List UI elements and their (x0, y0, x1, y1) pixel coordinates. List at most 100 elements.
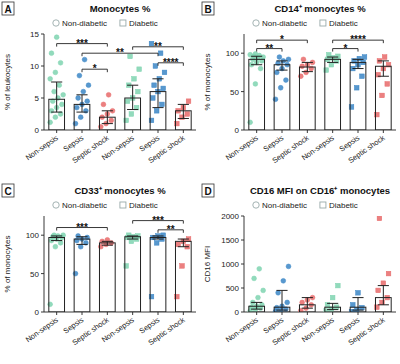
point (154, 109, 159, 114)
point (301, 57, 306, 62)
error-bar (378, 286, 389, 305)
y-axis-label: % of monocytes (203, 54, 212, 111)
x-tick-label: Septic shock (346, 315, 386, 347)
x-tick (107, 312, 108, 315)
point (278, 85, 283, 90)
point (57, 83, 62, 88)
x-tick (132, 130, 133, 133)
point (284, 78, 289, 83)
x-tick-label: Septic shock (146, 133, 186, 165)
point (281, 278, 286, 283)
error-bar (102, 111, 113, 124)
significance-label: * (343, 43, 347, 54)
panel: AMonocytes %Non-diabeticDiabetic051015% … (2, 2, 196, 165)
error-bar (302, 62, 313, 71)
legend-label: Non-diabetic (262, 19, 307, 28)
panel-label-box (202, 2, 214, 15)
point (377, 216, 382, 221)
y-tick-label: 1500 (221, 236, 239, 245)
bar (350, 62, 366, 130)
point (53, 244, 58, 249)
point (185, 112, 190, 117)
panel-label: A (4, 4, 11, 15)
x-tick-label: Non-sepsis (100, 133, 136, 162)
point (354, 85, 359, 90)
point (136, 89, 141, 94)
panel: CCD33⁺ monocytes %Non-diabeticDiabetic05… (2, 184, 196, 347)
error-bar (76, 95, 87, 112)
x-tick-label: Non-sepsis (224, 315, 260, 344)
point (257, 266, 262, 271)
point (253, 52, 258, 57)
x-tick-label: Non-sepsis (300, 133, 336, 162)
significance-label: *** (76, 222, 88, 233)
y-axis-label: CD16 MFI (203, 246, 212, 282)
x-tick (358, 312, 359, 315)
y-tick (41, 130, 44, 131)
point (161, 86, 166, 91)
point (330, 295, 335, 300)
point (356, 291, 361, 296)
y-tick (241, 264, 244, 265)
point (381, 281, 386, 286)
point (82, 57, 87, 62)
x-axis (244, 312, 396, 313)
point (256, 295, 261, 300)
significance-label: **** (163, 57, 179, 68)
error-bar (127, 236, 138, 239)
x-tick (358, 130, 359, 133)
point (81, 89, 86, 94)
significance-label: * (93, 63, 97, 74)
legend-label: Non-diabetic (262, 201, 307, 210)
x-tick-label: Septic shock (146, 315, 186, 347)
x-axis (44, 130, 196, 131)
point (132, 77, 137, 82)
legend-marker (120, 20, 126, 26)
significance-label: ** (154, 41, 162, 52)
point (386, 271, 391, 276)
x-tick (332, 312, 333, 315)
error-bar (152, 79, 163, 108)
point (58, 60, 63, 65)
point (351, 303, 356, 308)
y-tick-label: 0 (35, 308, 40, 317)
legend-label: Diabetic (129, 19, 158, 28)
point (253, 82, 258, 87)
y-tick (241, 130, 244, 131)
error-bar (251, 56, 262, 64)
x-tick (158, 312, 159, 315)
x-tick (82, 312, 83, 315)
point (300, 64, 305, 69)
y-tick-label: 2000 (221, 212, 239, 221)
point (336, 54, 341, 59)
significance-label: ** (265, 43, 273, 54)
point (48, 76, 53, 81)
x-axis (44, 312, 196, 313)
point (151, 96, 156, 101)
error-bar (102, 241, 113, 245)
point (76, 234, 81, 239)
legend-marker (253, 202, 259, 208)
point (180, 264, 185, 269)
bar (299, 67, 315, 130)
bar (249, 59, 265, 130)
point (277, 55, 282, 60)
point (49, 51, 54, 56)
significance-label: ** (167, 224, 175, 235)
bar (150, 238, 166, 312)
legend-marker (120, 202, 126, 208)
x-tick (56, 130, 57, 133)
point (336, 283, 341, 288)
x-tick-label: Non-sepsis (300, 315, 336, 344)
y-tick-label: 1000 (221, 260, 239, 269)
error-bar (51, 236, 62, 241)
point (285, 300, 290, 305)
y-tick (241, 216, 244, 217)
significance-label: * (280, 34, 284, 45)
y-tick (41, 34, 44, 35)
x-tick (307, 130, 308, 133)
point (329, 62, 334, 67)
legend-label: Non-diabetic (62, 201, 107, 210)
title: Monocytes % (90, 3, 151, 14)
y-tick (241, 288, 244, 289)
